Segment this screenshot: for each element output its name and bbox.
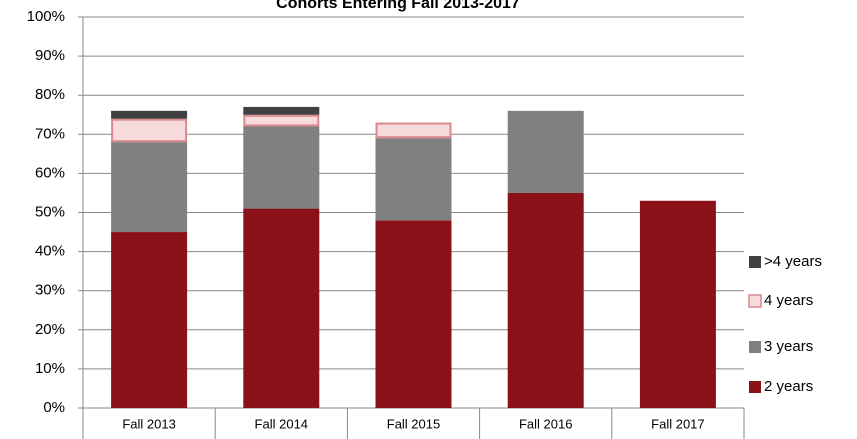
- legend-label: 4 years: [764, 292, 813, 309]
- y-tick-label: 30%: [35, 282, 65, 299]
- bar-segment: [111, 142, 188, 233]
- x-tick-label: Fall 2013: [122, 416, 175, 431]
- bar-segment: [375, 138, 452, 221]
- chart-title: Cohorts Entering Fall 2013-2017: [276, 0, 520, 12]
- legend-label: 3 years: [764, 338, 813, 355]
- bar-segment: [111, 118, 188, 143]
- y-tick-label: 100%: [27, 8, 65, 25]
- bar-segment: [243, 114, 320, 127]
- legend-swatch: [749, 381, 761, 393]
- x-tick-label: Fall 2016: [519, 416, 572, 431]
- bar-segment: [243, 126, 320, 209]
- x-tick-label: Fall 2017: [651, 416, 704, 431]
- bar-segment: [375, 122, 452, 139]
- bar-segment: [507, 110, 584, 193]
- y-tick-label: 60%: [35, 164, 65, 181]
- y-tick-label: 70%: [35, 125, 65, 142]
- legend-label: 2 years: [764, 378, 813, 395]
- legend-swatch: [749, 256, 761, 268]
- bar-segment: [111, 232, 188, 408]
- y-tick-label: 50%: [35, 203, 65, 220]
- y-tick-label: 20%: [35, 321, 65, 338]
- y-tick-label: 10%: [35, 360, 65, 377]
- y-tick-label: 0%: [43, 399, 65, 416]
- x-tick-label: Fall 2014: [255, 416, 308, 431]
- bar-segment: [639, 200, 716, 408]
- bar-segment: [507, 192, 584, 408]
- legend-swatch: [749, 341, 761, 353]
- bar-segment: [243, 208, 320, 408]
- bar-segment: [111, 110, 188, 119]
- y-tick-label: 90%: [35, 47, 65, 64]
- y-tick-label: 80%: [35, 86, 65, 103]
- bar-segment: [243, 106, 320, 115]
- y-tick-label: 40%: [35, 243, 65, 260]
- x-tick-label: Fall 2015: [387, 416, 440, 431]
- legend-swatch: [748, 294, 762, 308]
- bar-segment: [375, 220, 452, 408]
- legend-label: >4 years: [764, 253, 822, 270]
